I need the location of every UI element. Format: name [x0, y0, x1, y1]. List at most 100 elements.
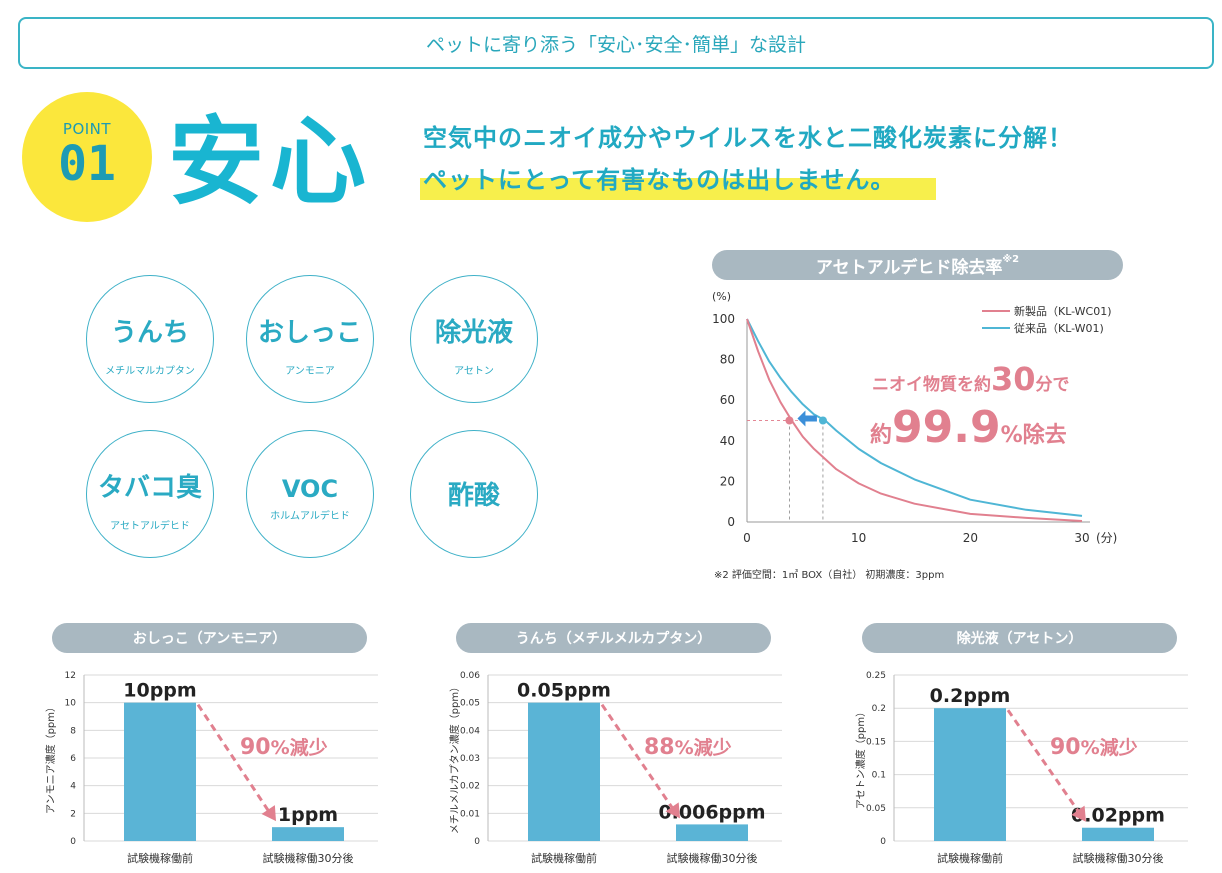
category-label-1: 試験機稼働30分後 — [667, 851, 758, 865]
reduction-arrow-head — [261, 805, 276, 822]
odor-sub: アセトン — [454, 366, 494, 377]
marker-old — [818, 416, 827, 425]
y-tick-label: 0.05 — [460, 699, 480, 709]
x-tick-label: 20 — [963, 531, 978, 545]
reduction-text: %減少 — [271, 736, 328, 759]
y-tick-label: 60 — [720, 393, 735, 407]
y-axis-label: アンモニア濃度（ppm） — [44, 702, 57, 814]
y-tick-label: 10 — [65, 699, 77, 709]
footnote: ※2 評価空間：1㎥ BOX（自社） 初期濃度：3ppm — [714, 568, 944, 581]
lead-line-2: ペットにとって有害なものは出しません。 — [423, 166, 896, 194]
bar-chart-3-title: 除光液（アセトン） — [862, 623, 1177, 653]
y-tick-label: 80 — [720, 353, 735, 367]
annotation-line-1: ニオイ物質を約30分で — [872, 360, 1070, 398]
bar-0 — [528, 702, 600, 841]
y-tick-label: 0.15 — [866, 737, 886, 747]
odor-circle-jokoeki: 除光液 アセトン — [410, 275, 538, 403]
y-tick-label: 0.2 — [872, 704, 886, 714]
bar-value-label-1: 1ppm — [278, 804, 338, 826]
line-chart-title-note: ※2 — [1002, 253, 1020, 265]
y-tick-label: 0.06 — [460, 671, 480, 681]
bar-chart-acetone: 0 0.05 0.1 0.15 0.2 0.25 0.2ppm 試験機稼働前 0.02ppm 試験… — [854, 671, 1188, 865]
line-chart-title: アセトアルデヒド除去率 ※2 — [712, 250, 1123, 280]
line-chart-title-text: アセトアルデヒド除去率 — [815, 257, 1003, 278]
bar-chart-ammonia: 0 2 4 6 8 10 12 10ppm 試験機稼働前 1ppm 試験機稼働30分後 アンモニア濃度… — [44, 671, 378, 865]
reduction-arrow-line — [1006, 709, 1082, 815]
odor-name: 除光液 — [434, 318, 513, 348]
y-tick-label: 6 — [70, 754, 76, 764]
reduction-label: 90%減少 — [1050, 735, 1138, 760]
y-tick-label: 0.01 — [460, 809, 480, 819]
y-tick-label: 4 — [70, 782, 76, 792]
reduction-text: %減少 — [675, 736, 732, 759]
y-tick-label: 0.03 — [460, 754, 480, 764]
reduction-value: 90 — [240, 735, 271, 760]
y-tick-label: 0 — [70, 837, 76, 847]
banner-text: ペットに寄り添う「安心･安全･簡単」な設計 — [425, 33, 806, 56]
reduction-label: 90%減少 — [240, 735, 328, 760]
odor-circle-oshikko: おしっこ アンモニア — [246, 275, 374, 403]
y-tick-label: 0.04 — [460, 726, 480, 736]
marker-new — [785, 416, 794, 425]
category-label-0: 試験機稼働前 — [531, 851, 597, 865]
point-badge: POINT 01 — [22, 92, 152, 222]
y-tick-label: 0 — [474, 837, 480, 847]
page-title: 安心 — [168, 106, 372, 218]
bar-chart-2-title-text: うんち（メチルメルカプタン） — [515, 631, 712, 647]
bar-1 — [1082, 827, 1154, 841]
reduction-label: 88%減少 — [644, 735, 732, 760]
y-tick-label: 20 — [720, 474, 735, 488]
annotation-unit-2: %除去 — [1001, 422, 1067, 448]
y-tick-label: 40 — [720, 434, 735, 448]
odor-circle-sakusan: 酢酸 — [410, 430, 538, 558]
odor-sub: アセトアルデヒド — [110, 521, 190, 532]
bar-0 — [934, 708, 1006, 841]
y-tick-label: 12 — [65, 671, 76, 681]
odor-circle-tobacco: タバコ臭 アセトアルデヒド — [86, 430, 214, 558]
y-tick-label: 0.05 — [866, 804, 886, 814]
odor-name: VOC — [281, 475, 339, 503]
point-number: 01 — [58, 136, 116, 192]
y-tick-label: 100 — [712, 312, 735, 326]
bar-chart-methyl-mercaptan: 0 0.01 0.02 0.03 0.04 0.05 0.06 0.05ppm 試験機稼働前 0.… — [448, 671, 782, 865]
lead-highlight — [420, 178, 936, 200]
y-axis-label: アセトン濃度（ppm） — [854, 707, 867, 809]
reduction-value: 88 — [644, 735, 675, 760]
shift-arrow — [797, 410, 817, 427]
bar-1 — [676, 824, 748, 841]
y-tick-label: 0.02 — [460, 782, 480, 792]
bar-chart-1-title-text: おしっこ（アンモニア） — [132, 631, 287, 647]
odor-circle-unchi: うんち メチルマルカプタン — [86, 275, 214, 403]
bar-value-label-0: 10ppm — [123, 680, 196, 702]
reduction-arrow-head — [1071, 805, 1086, 822]
bar-chart-1-title: おしっこ（アンモニア） — [52, 623, 367, 653]
y-tick-label: 0.1 — [872, 771, 886, 781]
legend-label-1: 従来品（KL-W01) — [1014, 322, 1104, 335]
y-tick-label: 0.25 — [866, 671, 886, 681]
x-axis-unit: (分) — [1096, 531, 1117, 545]
annotation-line-2: 約99.9%除去 — [870, 402, 1067, 453]
category-label-1: 試験機稼働30分後 — [1073, 851, 1164, 865]
odor-circle-voc: VOC ホルムアルデヒド — [246, 430, 374, 558]
annotation-value-2: 99.9 — [892, 402, 1001, 453]
bar-value-label-0: 0.05ppm — [517, 680, 611, 702]
reduction-arrow-line — [196, 703, 272, 814]
y-tick-label: 0 — [880, 837, 886, 847]
header-banner: ペットに寄り添う「安心･安全･簡単」な設計 — [18, 17, 1214, 69]
bar-value-label-1: 0.02ppm — [1071, 805, 1165, 827]
y-axis-unit: (%) — [712, 290, 731, 303]
y-tick-label: 8 — [70, 726, 76, 736]
point-label: POINT — [62, 120, 112, 138]
odor-sub: ホルムアルデヒド — [270, 511, 350, 522]
y-tick-label: 0 — [727, 515, 735, 529]
bar-1 — [272, 827, 344, 841]
category-label-0: 試験機稼働前 — [937, 851, 1003, 865]
annotation-prefix-2: 約 — [870, 422, 892, 448]
reduction-text: %減少 — [1081, 736, 1138, 759]
category-label-0: 試験機稼働前 — [127, 851, 193, 865]
x-tick-label: 30 — [1074, 531, 1089, 545]
annotation-unit: 分で — [1036, 375, 1070, 395]
legend-label-0: 新製品（KL-WC01) — [1014, 304, 1112, 318]
bar-chart-2-title: うんち（メチルメルカプタン） — [456, 623, 771, 653]
annotation-value: 30 — [991, 360, 1036, 398]
